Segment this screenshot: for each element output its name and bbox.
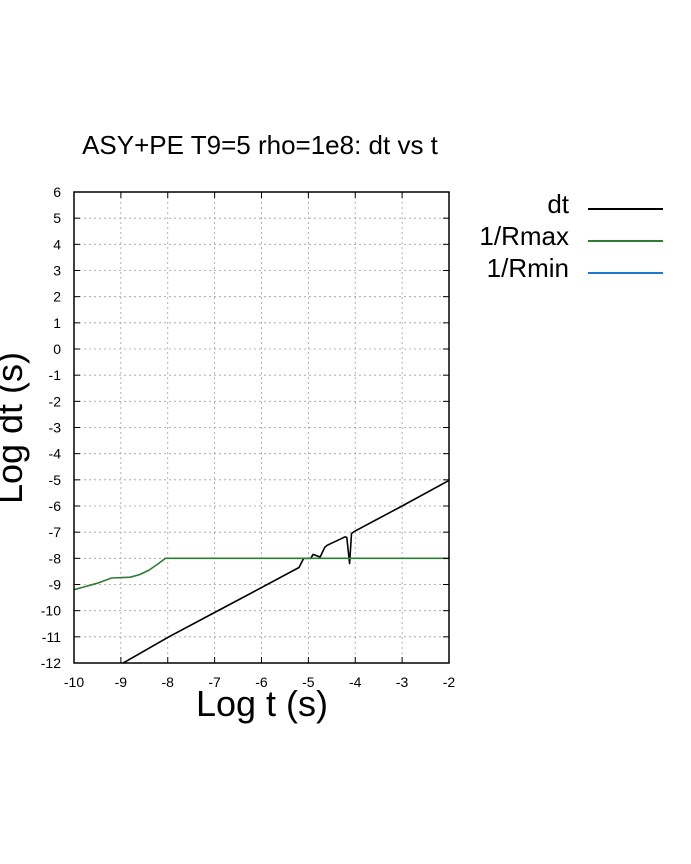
ticks: -10 -9 -8 -7 -6 -5 -4 -3 -2 6 5 4 3 2 1 0 -1 -2 -3 -4 -5 -6 -7…: [41, 184, 456, 690]
x-axis-label: Log t (s): [196, 683, 328, 724]
y-tick-label: 6: [53, 184, 61, 200]
legend-label: 1/Rmin: [487, 253, 569, 283]
y-tick-label: -7: [49, 524, 62, 540]
y-tick-label: -5: [49, 472, 62, 488]
y-tick-label: -10: [41, 603, 61, 619]
y-tick-label: -6: [49, 498, 62, 514]
y-tick-label: 3: [53, 263, 61, 279]
x-tick-label: -10: [64, 674, 84, 690]
y-tick-label: 0: [53, 341, 61, 357]
series-lines: [73, 479, 450, 664]
y-tick-label: -11: [42, 629, 61, 645]
y-tick-label: -1: [49, 367, 62, 383]
grid: [74, 192, 449, 663]
chart-title: ASY+PE T9=5 rho=1e8: dt vs t: [82, 130, 439, 160]
y-tick-label: -9: [49, 577, 62, 593]
y-tick-label: 5: [53, 210, 61, 226]
y-axis-label: Log dt (s): [0, 352, 30, 504]
x-tick-label: -6: [255, 674, 268, 690]
y-tick-label: -2: [49, 393, 62, 409]
y-tick-label: 1: [53, 315, 61, 331]
x-tick-label: -9: [115, 674, 128, 690]
y-tick-label: 4: [53, 236, 61, 252]
series-line-dt: [122, 479, 450, 664]
x-tick-label: -4: [349, 674, 362, 690]
y-tick-label: -4: [49, 446, 62, 462]
y-tick-label: 2: [53, 289, 61, 305]
y-tick-label: -12: [41, 655, 61, 671]
legend-label: dt: [547, 189, 569, 219]
x-tick-label: -2: [443, 674, 456, 690]
legend-label: 1/Rmax: [479, 221, 569, 251]
series-line-1rmax: [73, 557, 449, 591]
x-tick-label: -8: [162, 674, 175, 690]
x-tick-label: -7: [208, 674, 221, 690]
y-tick-label: -8: [49, 550, 62, 566]
x-tick-label: -3: [396, 674, 409, 690]
x-tick-label: -5: [302, 674, 315, 690]
y-tick-label: -3: [49, 420, 62, 436]
